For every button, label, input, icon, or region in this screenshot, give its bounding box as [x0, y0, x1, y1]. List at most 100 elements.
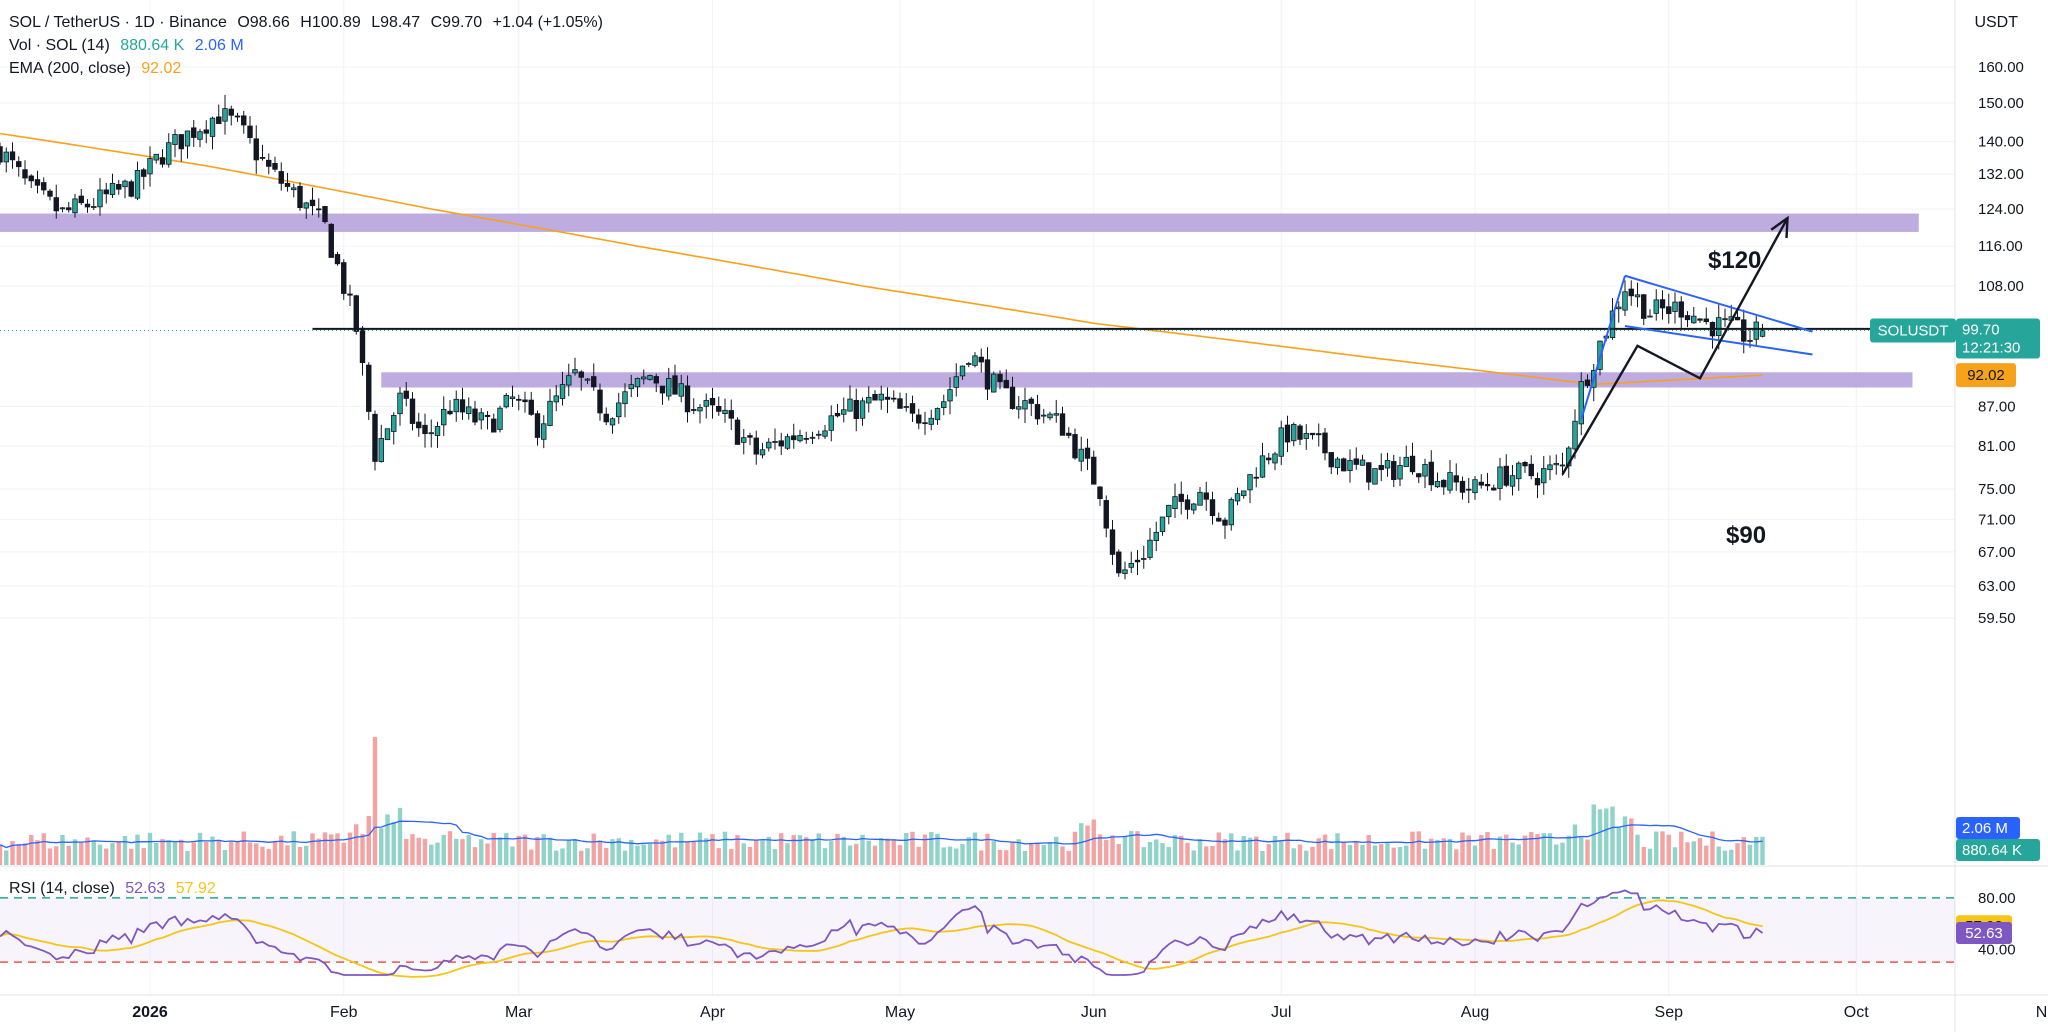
volume-bar: [410, 834, 415, 865]
candle: [778, 432, 784, 455]
candle-body: [197, 131, 203, 140]
time-tick-label: Apr: [700, 1004, 726, 1021]
symbol-tag: [1870, 318, 1956, 343]
candle: [522, 391, 528, 413]
volume-bar: [1760, 836, 1765, 865]
candle-body: [1659, 299, 1666, 309]
candle-body: [1322, 432, 1328, 454]
rsi-pane[interactable]: [0, 889, 1955, 978]
candle: [278, 162, 284, 191]
legend-symbol[interactable]: SOL / TetherUS · 1D · Binance: [9, 14, 227, 31]
candle-body: [1441, 479, 1447, 488]
rsi-tag-value: 52.63: [1965, 925, 2003, 942]
candle-body: [1034, 404, 1041, 420]
candle: [728, 399, 734, 430]
vol-tag-value: 880.64 K: [1962, 842, 2022, 859]
volume-bar: [1285, 832, 1290, 865]
volume-bar: [535, 837, 540, 865]
volume-bar: [1072, 831, 1078, 865]
candle: [691, 398, 697, 415]
volume-bar: [860, 834, 865, 865]
candle: [1522, 460, 1528, 473]
candle: [909, 395, 916, 422]
legend-volume[interactable]: Vol · SOL (14) 880.64 K 2.06 M: [9, 35, 250, 57]
candle-body: [472, 408, 478, 423]
candle-body: [972, 355, 978, 366]
candle: [1616, 301, 1622, 323]
volume-bar: [1404, 845, 1409, 865]
volume-bar: [1747, 844, 1753, 865]
candle: [1534, 472, 1541, 499]
volume-bar: [785, 843, 790, 865]
volume-bar: [1616, 827, 1621, 865]
candle: [978, 348, 984, 373]
candle: [403, 381, 409, 407]
candle: [1047, 411, 1053, 421]
candle-body: [559, 384, 566, 399]
volume-bar: [454, 838, 459, 865]
candle: [753, 430, 759, 465]
volume-bar: [1216, 832, 1221, 865]
candle: [647, 374, 653, 381]
candle-body: [1622, 291, 1628, 311]
volume-bar: [541, 834, 546, 865]
currency-label[interactable]: USDT: [1974, 14, 2018, 31]
candles[interactable]: [0, 94, 1766, 580]
candle-body: [1197, 491, 1203, 506]
volume-bar: [479, 839, 484, 865]
candle: [847, 385, 853, 412]
candle: [1103, 495, 1109, 538]
time-axis[interactable]: 2026 Feb Mar Apr May Jun Jul Aug Sep Oct Nov: [132, 1004, 2048, 1021]
candle-body: [1059, 413, 1066, 436]
volume-bar: [979, 850, 984, 865]
candle: [1147, 527, 1153, 561]
candle-body: [1272, 453, 1278, 464]
candle-body: [328, 223, 334, 258]
candle: [66, 201, 72, 213]
candle-body: [1003, 379, 1009, 389]
volume-bar: [916, 846, 921, 865]
candle-body: [566, 375, 572, 386]
candle: [166, 133, 172, 168]
candle-body: [534, 413, 541, 438]
volume-bar: [104, 848, 109, 865]
candle: [1022, 387, 1028, 424]
candle-body: [3, 151, 9, 163]
candle-body: [1734, 316, 1741, 321]
candle-body: [1209, 499, 1216, 517]
candle-body: [153, 153, 159, 161]
volume-bar: [54, 846, 59, 865]
candle-body: [1078, 448, 1084, 462]
candle: [959, 365, 966, 380]
volume-bar: [1572, 824, 1578, 865]
candle-body: [578, 371, 584, 378]
candle: [1241, 490, 1247, 499]
candle-body: [1516, 462, 1522, 480]
volume-bar: [935, 833, 940, 865]
candle-body: [122, 180, 128, 188]
volume-bar: [991, 841, 996, 865]
candle-body: [1522, 461, 1528, 467]
candle: [916, 408, 922, 430]
candle: [1516, 461, 1522, 491]
drawings[interactable]: [312, 215, 1913, 476]
volume-bar: [1310, 846, 1315, 865]
candle: [222, 94, 228, 135]
candle-body: [703, 400, 709, 407]
volume-bar: [1154, 839, 1159, 865]
candle-body: [684, 385, 691, 413]
volume-bar: [1622, 816, 1628, 865]
volume-bar: [429, 844, 434, 865]
candle: [1003, 369, 1009, 389]
price-axis[interactable]: 160.00 150.00 140.00 132.00 124.00 116.00 108.…: [1978, 59, 2024, 958]
volume-bar: [1710, 831, 1715, 865]
volume-bar: [566, 839, 571, 865]
legend-rsi[interactable]: RSI (14, close) 52.63 57.92: [9, 878, 222, 900]
legend-ema[interactable]: EMA (200, close) 92.02: [9, 58, 187, 80]
candle: [859, 397, 866, 426]
candle-body: [147, 158, 153, 175]
volume-bar: [766, 836, 771, 865]
candle-body: [1628, 288, 1634, 297]
candle-body: [1722, 318, 1728, 321]
